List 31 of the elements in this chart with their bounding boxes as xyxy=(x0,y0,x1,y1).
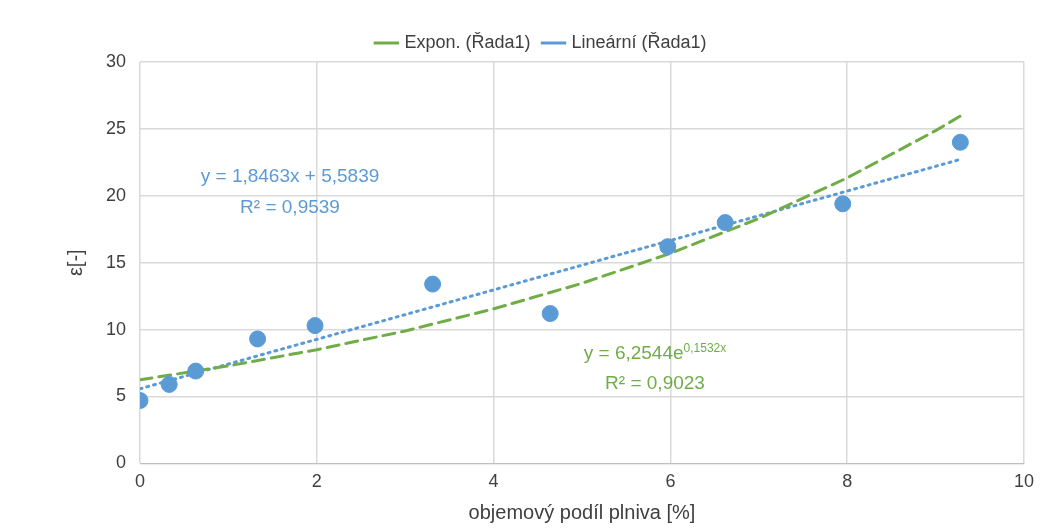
y-tick-label: 20 xyxy=(105,184,127,205)
point xyxy=(160,375,178,393)
point xyxy=(716,214,734,232)
point xyxy=(541,305,559,323)
y-tick-label: 15 xyxy=(105,251,127,272)
y-axis-title: ε[-] xyxy=(63,249,86,277)
point xyxy=(951,133,969,151)
legend-label: Expon. (Řada1) xyxy=(404,31,531,52)
x-tick-label: 10 xyxy=(1013,471,1035,492)
x-tick-label: 4 xyxy=(488,471,499,492)
y-tick-label: 5 xyxy=(116,385,127,406)
point xyxy=(424,275,442,293)
x-tick-label: 8 xyxy=(842,471,853,492)
x-tick-label: 0 xyxy=(135,471,146,492)
point xyxy=(834,195,852,213)
y-tick-label: 25 xyxy=(105,117,127,138)
point xyxy=(249,330,267,348)
annotation: y = 1,8463x + 5,5839 xyxy=(200,165,380,187)
x-tick-label: 6 xyxy=(665,471,676,492)
annotation: R² = 0,9539 xyxy=(240,196,340,218)
annotation: y = 6,2544e$^{0,1532x}$ xyxy=(583,341,727,365)
point xyxy=(187,362,205,380)
y-tick-label: 10 xyxy=(105,318,127,339)
point xyxy=(659,238,677,256)
annotation: R² = 0,9023 xyxy=(605,372,705,394)
x-tick-label: 2 xyxy=(311,471,322,492)
point xyxy=(306,317,324,335)
y-tick-label: 0 xyxy=(116,452,127,473)
legend-label: Lineární (Řada1) xyxy=(571,31,707,52)
x-axis-title: objemový podíl plniva [%] xyxy=(468,500,696,523)
y-tick-label: 30 xyxy=(105,50,127,71)
